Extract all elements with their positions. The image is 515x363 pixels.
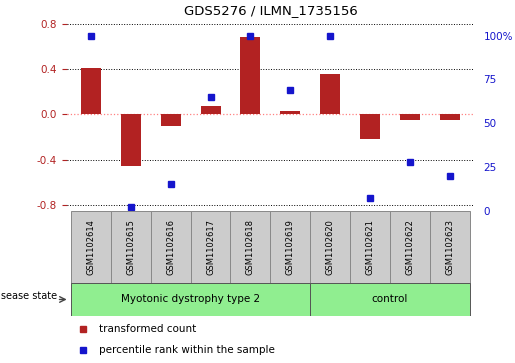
Text: GSM1102620: GSM1102620 — [325, 219, 335, 275]
Text: control: control — [372, 294, 408, 305]
Bar — [320, 74, 340, 114]
Text: GSM1102621: GSM1102621 — [366, 219, 374, 275]
Bar — [161, 114, 181, 126]
Text: percentile rank within the sample: percentile rank within the sample — [99, 345, 276, 355]
Text: GSM1102615: GSM1102615 — [126, 219, 135, 275]
Bar — [121, 114, 141, 166]
Title: GDS5276 / ILMN_1735156: GDS5276 / ILMN_1735156 — [183, 4, 357, 17]
Bar — [71, 283, 310, 316]
Bar — [200, 106, 220, 114]
Bar — [151, 211, 191, 283]
Text: GSM1102619: GSM1102619 — [286, 219, 295, 275]
Bar — [231, 211, 270, 283]
Bar — [280, 111, 300, 114]
Bar — [241, 37, 261, 114]
Text: GSM1102618: GSM1102618 — [246, 219, 255, 275]
Text: Myotonic dystrophy type 2: Myotonic dystrophy type 2 — [121, 294, 260, 305]
Bar — [390, 211, 430, 283]
Bar — [310, 211, 350, 283]
Text: transformed count: transformed count — [99, 324, 197, 334]
Bar — [310, 283, 470, 316]
Text: GSM1102614: GSM1102614 — [87, 219, 95, 275]
Bar — [350, 211, 390, 283]
Bar — [430, 211, 470, 283]
Bar — [360, 114, 380, 139]
Text: GSM1102622: GSM1102622 — [405, 219, 415, 275]
Text: GSM1102617: GSM1102617 — [206, 219, 215, 275]
Bar — [191, 211, 231, 283]
Bar — [111, 211, 151, 283]
Bar — [400, 114, 420, 120]
Text: GSM1102616: GSM1102616 — [166, 219, 175, 275]
Bar — [440, 114, 460, 120]
Text: disease state: disease state — [0, 291, 57, 301]
Bar — [71, 211, 111, 283]
Bar — [270, 211, 310, 283]
Bar — [81, 68, 101, 114]
Text: GSM1102623: GSM1102623 — [445, 219, 454, 275]
